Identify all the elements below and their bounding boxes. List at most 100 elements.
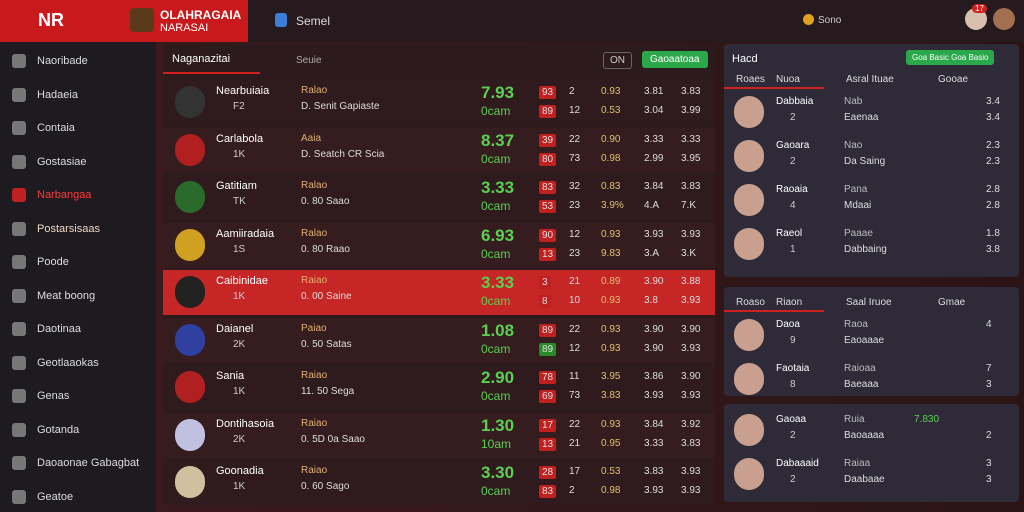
player-tag: 1K (233, 148, 246, 160)
column-header[interactable]: Gmae (938, 297, 966, 308)
nav-item[interactable]: Gostasiae (37, 155, 87, 168)
value: 2.8 (986, 184, 1000, 195)
odds: 3.30 (481, 463, 515, 482)
value: 4 (986, 319, 992, 330)
nav-item[interactable]: Meat boong (37, 289, 96, 302)
cell: 89 (539, 105, 557, 118)
match: D. Seatch CR Scia (301, 148, 385, 160)
tab[interactable]: Seuie (296, 55, 322, 66)
column-header[interactable]: Asral Ituae (846, 74, 894, 85)
value: 2.3 (986, 156, 1000, 167)
team-label: Raoa (844, 319, 868, 330)
avatar (965, 8, 987, 30)
nav-item[interactable]: Genas (37, 390, 70, 402)
brand-subtitle: NARASAI (160, 22, 209, 34)
column-header[interactable]: Gooae (938, 74, 969, 85)
cell: 7.K (681, 200, 697, 211)
row[interactable]: Goonadia 1K Raiao 0. 60 Sago 3.30 0cam 28 17 0.5… (163, 460, 715, 505)
tab-icon (275, 13, 287, 27)
column-header[interactable]: Saal Iruoe (846, 297, 892, 308)
player-avatar (734, 414, 764, 446)
cell: 0.95 (601, 437, 621, 449)
nav-item[interactable]: Hadaeia (37, 88, 78, 101)
nav-item[interactable]: Gotanda (37, 423, 80, 436)
odds: 6.93 (481, 225, 515, 245)
cell: 0.93 (601, 295, 621, 306)
row[interactable]: Caibinidae 1K Raiao 0. 00 Saine 3.33 0cam 3 21 0… (163, 270, 715, 315)
cell: 78 (539, 371, 557, 384)
player-name: Nearbuiaia (216, 85, 270, 97)
row[interactable]: Aamiiradaia 1S Ralao 0. 80 Raao 6.93 0cam 90 12… (163, 222, 715, 268)
column-header[interactable]: Riaon (776, 297, 803, 308)
cell: 23 (569, 247, 581, 259)
match: 0. 60 Sago (301, 481, 350, 492)
player-name: Gatitiam (216, 180, 257, 192)
side-panel: Hacd Goa Basic Goa Basio Roaes Nuoa Asral It… (724, 44, 1019, 277)
column-header[interactable]: Nuoa (776, 74, 800, 85)
avatar[interactable] (993, 8, 1015, 30)
league: Aaia (301, 132, 322, 144)
nav-item[interactable]: Geatoe (37, 490, 74, 503)
cell: 93 (539, 86, 557, 99)
cell: 90 (539, 228, 557, 242)
nav-item[interactable]: Daoaonae Gabagbat (37, 457, 140, 469)
nav-item[interactable]: Naoribade (37, 55, 88, 67)
player-tag: 2 (790, 430, 796, 441)
nav-item[interactable]: Daotinaa (37, 323, 82, 335)
row[interactable]: Gatitiam TK Ralao 0. 80 Saao 3.33 0cam 83 32 0.8… (163, 175, 715, 220)
button[interactable]: Goa Basic Goa Basio (906, 50, 995, 65)
column-header[interactable]: Roaes (736, 74, 765, 85)
nav-icon (12, 322, 26, 336)
row[interactable]: Daianel 2K Paiao 0. 50 Satas 1.08 0cam 89 22 0.9… (163, 317, 715, 363)
player-tag: 8 (790, 379, 796, 390)
nav-item[interactable]: Poode (37, 256, 69, 268)
cell: 8 (539, 295, 551, 308)
cell: 2 (569, 485, 575, 496)
odds-unit: 0cam (481, 199, 511, 213)
cell: 17 (569, 466, 581, 477)
team: Baoaaaa (844, 430, 885, 441)
cell: 12 (569, 342, 581, 354)
odds: 8.37 (481, 130, 515, 150)
side-panel: Roaso Riaon Saal Iruoe Gmae Daoa 9 Raoa Eaoaaae… (724, 287, 1019, 396)
nav-item[interactable]: Postarsisaas (37, 222, 100, 235)
cell: 21 (569, 437, 581, 449)
nav-icon (12, 121, 26, 135)
match: 0. 5D 0a Saao (301, 433, 365, 445)
row[interactable]: Carlabola 1K Aaia D. Seatch CR Scia 8.37 0cam… (163, 127, 715, 173)
status-dot (803, 14, 814, 25)
value: 7.830 (914, 414, 940, 425)
column-header[interactable]: Roaso (736, 297, 765, 308)
league: Raiao (301, 417, 328, 429)
nav-icon (12, 255, 26, 269)
button[interactable]: Gaoaatoaa (642, 51, 708, 68)
odds: 7.93 (481, 83, 515, 102)
cell: 0.93 (601, 342, 621, 354)
player-avatar (175, 133, 205, 166)
value: 3.8 (986, 244, 1000, 255)
player-tag: 2K (233, 338, 246, 350)
player-name: Aamiiradaia (216, 227, 275, 240)
cell: 22 (569, 133, 581, 145)
player-name: Caibinidae (216, 275, 268, 287)
nav-item[interactable]: Narbangaa (37, 189, 92, 201)
tab[interactable]: Semel (296, 14, 331, 28)
nav-item[interactable]: Geotlaaokas (37, 356, 99, 369)
toggle[interactable]: ON (603, 52, 632, 69)
row[interactable]: Dontihasoia 2K Raiao 0. 5D 0a Saao 1.30 10am 1… (163, 412, 715, 458)
row[interactable]: Sania 1K Raiao 11. 50 Sega 2.90 0cam 78 11 3.95 3… (163, 365, 715, 410)
cell: 0.93 (601, 418, 621, 430)
row[interactable]: Nearbuiaia F2 Ralao D. Senit Gapiaste 7.93 0c… (163, 80, 715, 125)
team: Eaenaa (844, 112, 879, 123)
cell: 3.K (681, 247, 697, 259)
player-avatar (734, 184, 764, 216)
player-name: Raeol (776, 228, 803, 239)
nav-item[interactable]: Contaia (37, 122, 75, 134)
cell: 0.98 (601, 152, 621, 164)
cell: 3.83 (681, 437, 701, 449)
team: Eaoaaae (844, 335, 885, 346)
cell: 0.90 (601, 133, 621, 145)
tab[interactable]: Naganazitai (172, 53, 231, 65)
league: Ralao (301, 180, 328, 191)
brand-block (0, 0, 248, 42)
